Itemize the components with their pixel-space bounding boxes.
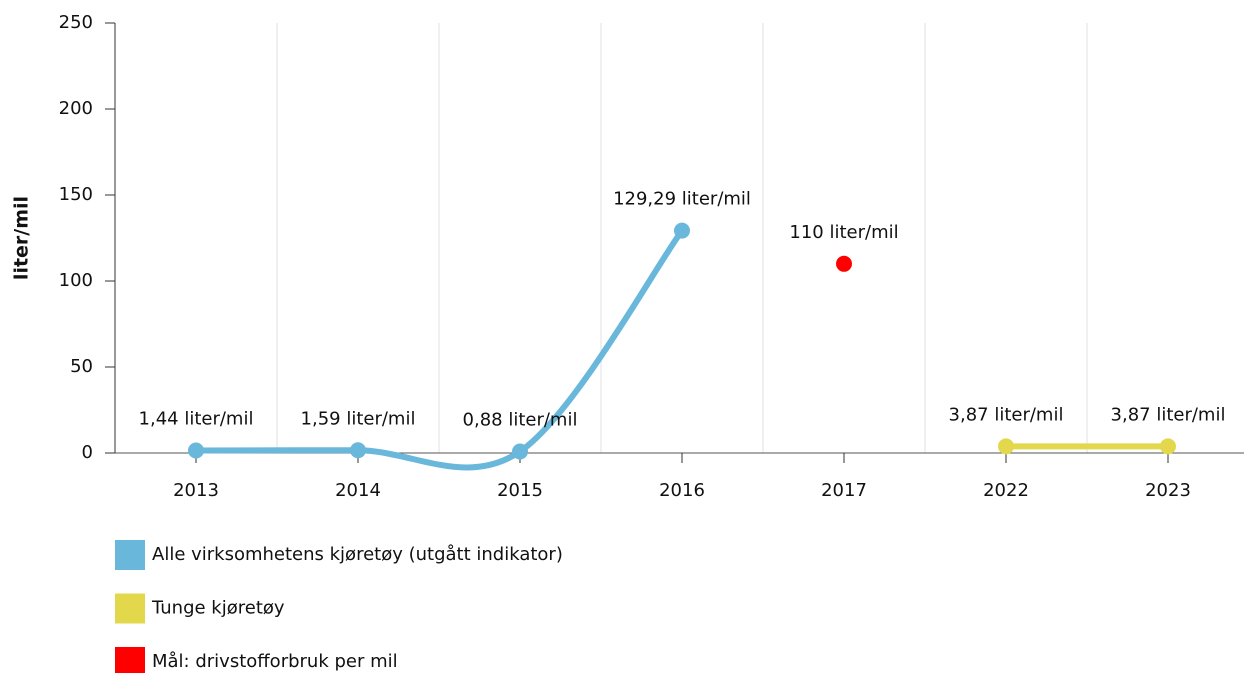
y-tick-label: 250 xyxy=(59,12,93,33)
legend-swatch xyxy=(115,593,145,624)
legend-swatch xyxy=(115,647,145,673)
x-tick-label: 2022 xyxy=(983,480,1029,501)
y-tick-label: 200 xyxy=(59,98,93,119)
data-point xyxy=(836,255,852,272)
x-tick-label: 2013 xyxy=(173,480,219,501)
y-tick-label: 0 xyxy=(82,442,93,463)
data-label: 129,29 liter/mil xyxy=(613,189,751,210)
data-label: 3,87 liter/mil xyxy=(1111,404,1226,425)
legend-label: Alle virksomhetens kjøretøy (utgått indi… xyxy=(152,544,563,565)
data-point xyxy=(188,442,204,459)
data-label: 1,59 liter/mil xyxy=(301,408,416,429)
data-point xyxy=(674,222,690,239)
legend-swatch xyxy=(115,540,145,570)
data-label: 1,44 liter/mil xyxy=(139,409,254,430)
y-tick-label: 50 xyxy=(70,356,93,377)
y-axis-label: liter/mil xyxy=(11,196,33,280)
y-tick-label: 100 xyxy=(59,270,93,291)
data-label: 110 liter/mil xyxy=(789,222,898,243)
legend-label: Mål: drivstofforbruk per mil xyxy=(152,651,398,672)
x-tick-label: 2017 xyxy=(821,480,867,501)
x-tick-label: 2015 xyxy=(497,480,543,501)
x-tick-label: 2014 xyxy=(335,480,381,501)
x-tick-label: 2023 xyxy=(1145,480,1191,501)
data-label: 0,88 liter/mil xyxy=(463,409,578,430)
data-label: 3,87 liter/mil xyxy=(949,404,1064,425)
legend-label: Tunge kjøretøy xyxy=(151,598,285,619)
data-point xyxy=(350,442,366,459)
y-tick-label: 150 xyxy=(59,184,93,205)
data-point xyxy=(1160,438,1176,455)
series-line xyxy=(193,227,685,471)
data-point xyxy=(998,438,1014,455)
data-point xyxy=(512,443,528,460)
x-tick-label: 2016 xyxy=(659,480,705,501)
